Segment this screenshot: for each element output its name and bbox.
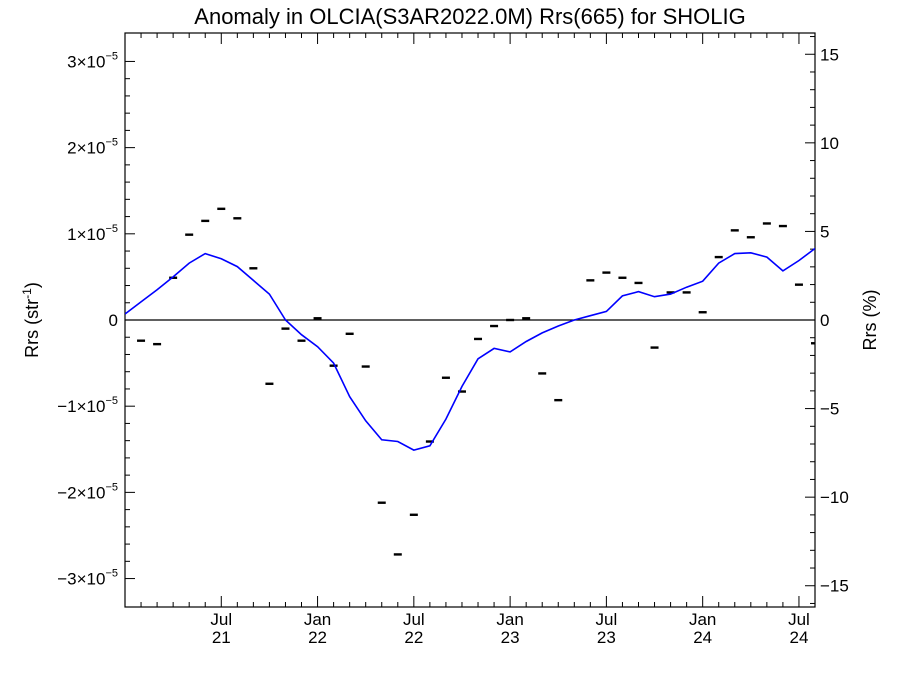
smoothed-anomaly-line bbox=[125, 247, 815, 451]
tick-exponent: −5 bbox=[105, 481, 118, 493]
right-y-tick-label: 15 bbox=[820, 45, 839, 64]
x-tick-year: 23 bbox=[597, 628, 616, 647]
right-y-axis-label: Rrs (%) bbox=[860, 290, 880, 351]
tick-mantissa: −3 bbox=[57, 570, 76, 589]
x-tick-year: 24 bbox=[789, 628, 808, 647]
right-y-tick-label: −5 bbox=[820, 400, 839, 419]
tick-times: ×10 bbox=[77, 397, 106, 416]
tick-times: ×10 bbox=[77, 139, 106, 158]
left-y-axis-label-text: Rrs (str bbox=[22, 299, 42, 358]
x-tick-year: 21 bbox=[212, 628, 231, 647]
left-y-tick-label: 2×10−5 bbox=[67, 137, 118, 158]
x-tick-month: Jan bbox=[689, 610, 716, 629]
x-tick-month: Jan bbox=[496, 610, 523, 629]
left-y-axis-label-exponent: -1 bbox=[20, 288, 34, 299]
chart-title: Anomaly in OLCIA(S3AR2022.0M) Rrs(665) f… bbox=[194, 4, 745, 29]
x-tick-month: Jul bbox=[403, 610, 425, 629]
x-tick-year: 23 bbox=[501, 628, 520, 647]
tick-exponent: −5 bbox=[105, 568, 118, 580]
right-y-tick-label: −10 bbox=[820, 488, 849, 507]
x-tick-month: Jul bbox=[596, 610, 618, 629]
tick-times: ×10 bbox=[77, 52, 106, 71]
right-y-tick-label: 10 bbox=[820, 134, 839, 153]
left-y-tick-labels: 3×10−5 2×10−5 1×10−5 0−1×10−5 −2×10−5 −3… bbox=[57, 50, 118, 588]
tick-times: ×10 bbox=[77, 225, 106, 244]
x-tick-year: 22 bbox=[404, 628, 423, 647]
right-y-tick-label: 5 bbox=[820, 222, 829, 241]
left-y-axis-label: Rrs (str-1) bbox=[20, 282, 42, 358]
tick-mantissa: 2 bbox=[67, 139, 76, 158]
x-tick-month: Jul bbox=[210, 610, 232, 629]
tick-exponent: −5 bbox=[105, 50, 118, 62]
tick-exponent: −5 bbox=[105, 137, 118, 149]
series-clipped bbox=[125, 207, 815, 556]
tick-exponent: −5 bbox=[105, 395, 118, 407]
tick-mantissa: −2 bbox=[57, 483, 76, 502]
left-y-tick-label: 1×10−5 bbox=[67, 223, 118, 244]
left-y-tick-label: 0 bbox=[109, 311, 118, 330]
data-series bbox=[125, 207, 815, 556]
tick-mantissa: 1 bbox=[67, 225, 76, 244]
x-tick-month: Jul bbox=[788, 610, 810, 629]
tick-mantissa: 3 bbox=[67, 52, 76, 71]
tick-exponent: −5 bbox=[105, 223, 118, 235]
tick-times: ×10 bbox=[77, 483, 106, 502]
tick-times: ×10 bbox=[77, 570, 106, 589]
right-y-tick-labels: 15 10 5 0 −5 −10 −15 bbox=[820, 45, 849, 595]
x-tick-month: Jan bbox=[304, 610, 331, 629]
left-y-tick-label: 3×10−5 bbox=[67, 50, 118, 71]
left-y-tick-label: −3×10−5 bbox=[57, 568, 118, 589]
right-y-tick-label: −15 bbox=[820, 577, 849, 596]
left-y-tick-label: −2×10−5 bbox=[57, 481, 118, 502]
left-y-tick-label: −1×10−5 bbox=[57, 395, 118, 416]
left-y-axis-label-close: ) bbox=[22, 282, 42, 288]
x-tick-year: 24 bbox=[693, 628, 712, 647]
axis-ticks bbox=[124, 33, 816, 607]
x-tick-year: 22 bbox=[308, 628, 327, 647]
right-y-tick-label: 0 bbox=[820, 311, 829, 330]
tick-mantissa: −1 bbox=[57, 397, 76, 416]
